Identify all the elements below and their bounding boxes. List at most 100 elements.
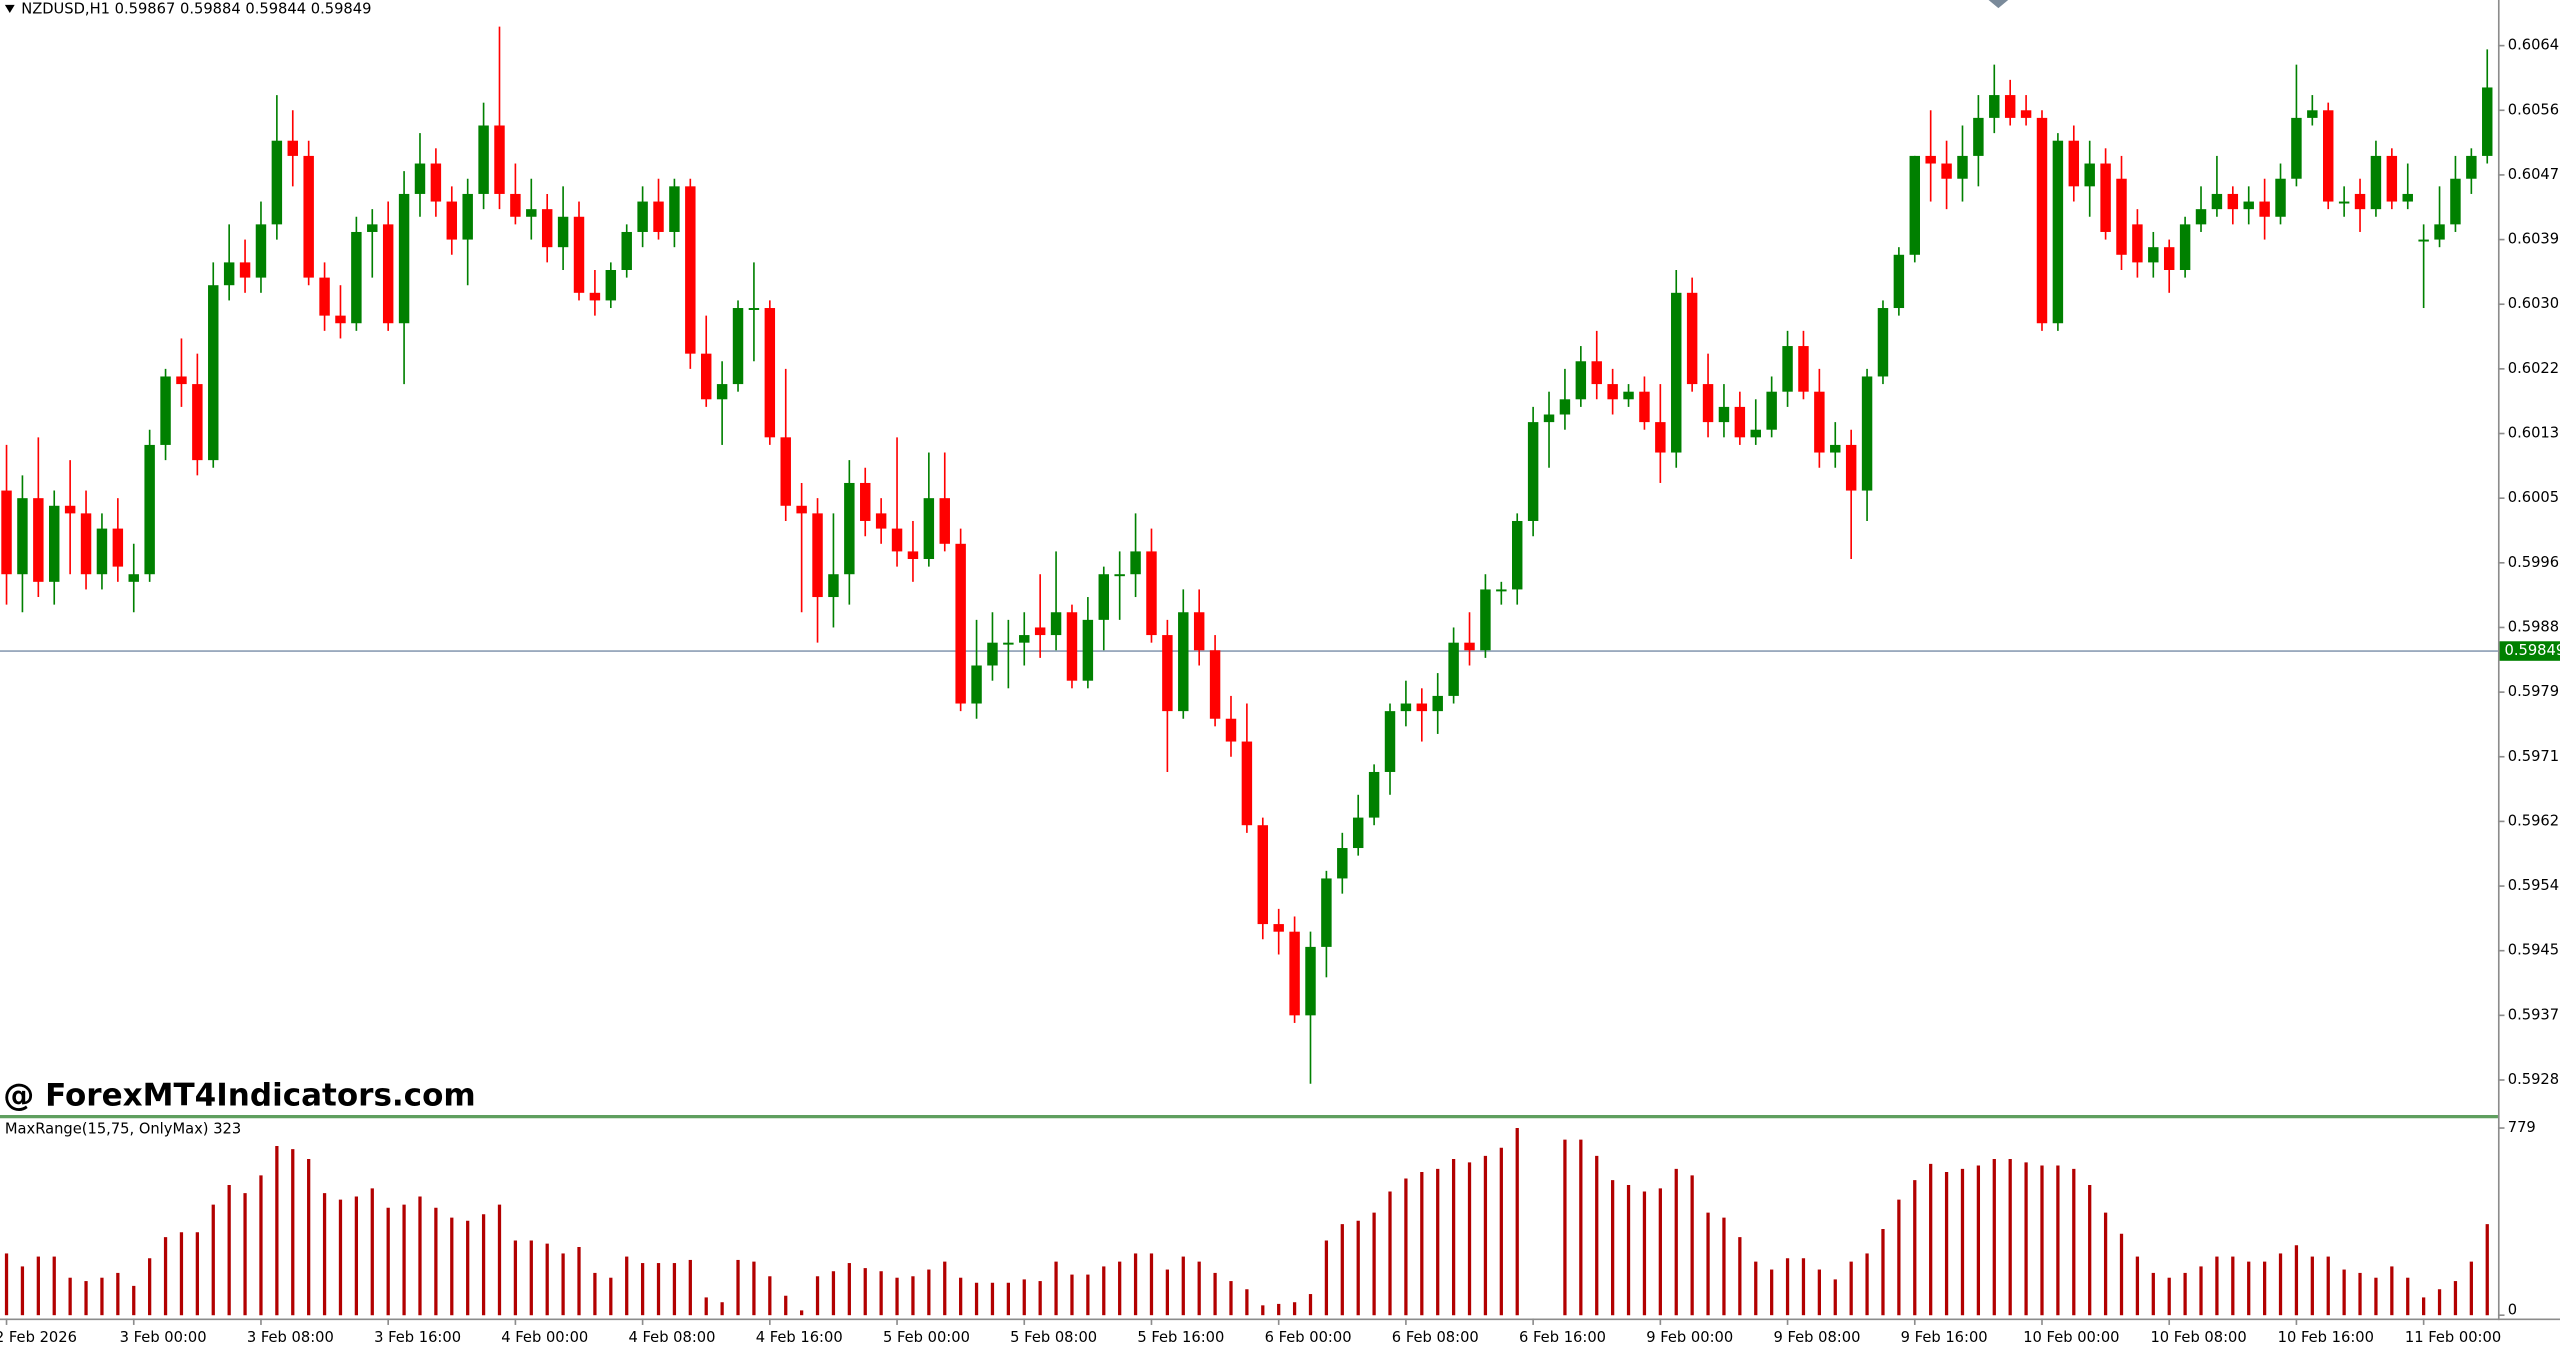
- candle-body: [1957, 155, 1968, 179]
- y-tick-label: 0.59455: [2508, 942, 2560, 959]
- candle-body: [796, 505, 807, 514]
- x-tick-label: 9 Feb 00:00: [1646, 1329, 1733, 1346]
- candle-body: [685, 186, 696, 354]
- candle-body: [923, 498, 935, 560]
- candle-body: [1321, 878, 1332, 947]
- y-tick-label: 0: [2508, 1301, 2517, 1318]
- x-tick-label: 4 Feb 08:00: [629, 1329, 716, 1346]
- x-tick-label: 3 Feb 00:00: [120, 1329, 207, 1346]
- x-tick-label: 6 Feb 00:00: [1265, 1329, 1352, 1346]
- candle-body: [1750, 429, 1761, 438]
- candle-body: [2163, 247, 2175, 270]
- candle-body: [176, 376, 187, 385]
- candle-body: [1909, 155, 1920, 255]
- candle-body: [2307, 110, 2318, 118]
- candle-body: [1798, 346, 1809, 392]
- candle-body: [33, 498, 44, 582]
- candle-body: [494, 125, 505, 194]
- indicator-title: MaxRange(15,75, OnlyMax) 323: [5, 1121, 241, 1138]
- candle-body: [1575, 361, 1587, 400]
- candle-body: [1925, 155, 1936, 164]
- candle-body: [700, 353, 712, 400]
- candle-body: [2243, 201, 2254, 210]
- candle-body: [1686, 292, 1698, 385]
- candle-body: [2259, 201, 2270, 217]
- candle-body: [462, 193, 473, 240]
- candle-body: [430, 163, 442, 202]
- candle-body: [478, 125, 489, 194]
- watermark: @ ForexMT4Indicators.com: [3, 1078, 475, 1114]
- candle-body: [1, 490, 12, 575]
- candle-body: [1830, 444, 1841, 453]
- candle-body: [287, 140, 298, 156]
- candle-body: [1877, 308, 1889, 377]
- candle-body: [2291, 117, 2302, 179]
- candle-body: [335, 315, 346, 324]
- candle-body: [2402, 193, 2413, 202]
- candle-body: [1400, 703, 1412, 712]
- candle-body: [2068, 140, 2080, 187]
- candle-body: [955, 543, 966, 704]
- current-price-box: [2499, 641, 2560, 661]
- candle-body: [1671, 292, 1682, 453]
- candle-body: [1861, 376, 1873, 491]
- x-tick-label: 5 Feb 16:00: [1137, 1329, 1224, 1346]
- candle-body: [446, 201, 458, 240]
- candle-body: [1225, 718, 1237, 742]
- scroll-marker: [1988, 0, 2009, 9]
- candle-body: [1766, 391, 1777, 430]
- candle-body: [1782, 346, 1793, 392]
- candle-body: [621, 231, 632, 270]
- candle-body: [1543, 414, 1555, 423]
- candle-body: [541, 209, 553, 248]
- candle-body: [1019, 635, 1030, 643]
- candle-body: [2211, 193, 2223, 210]
- candle-body: [1941, 163, 1952, 179]
- candle-body: [255, 224, 267, 278]
- candle-body: [382, 224, 394, 324]
- candle-body: [223, 262, 235, 286]
- candle-body: [2132, 224, 2143, 263]
- candle-body: [2004, 95, 2016, 118]
- candle-body: [1448, 642, 1459, 696]
- candle-body: [128, 574, 139, 582]
- candle-body: [64, 505, 76, 514]
- candle-body: [1496, 589, 1507, 592]
- x-tick-label: 6 Feb 16:00: [1519, 1329, 1606, 1346]
- candle-body: [748, 308, 760, 310]
- candle-body: [1607, 384, 1618, 400]
- x-tick-label: 11 Feb 00:00: [2405, 1329, 2501, 1346]
- candle-body: [1718, 406, 1730, 423]
- candle-body: [526, 209, 537, 217]
- candle-body: [987, 642, 998, 666]
- candle-body: [2195, 209, 2207, 225]
- x-tick-label: 5 Feb 00:00: [883, 1329, 970, 1346]
- y-tick-label: 0.60645: [2508, 37, 2560, 54]
- candle-body: [1973, 117, 1984, 156]
- candle-body: [1098, 574, 1109, 620]
- candle-body: [49, 505, 60, 582]
- candle-body: [669, 186, 680, 232]
- candle-body: [2386, 155, 2398, 202]
- candle-body: [398, 193, 410, 324]
- candle-body: [2450, 178, 2461, 225]
- candle-body: [1655, 422, 1666, 453]
- candle-body: [1432, 695, 1443, 712]
- candle-body: [716, 384, 728, 400]
- candle-body: [891, 528, 903, 552]
- candle-body: [1289, 931, 1300, 1016]
- candle-body: [239, 262, 251, 278]
- candle-body: [1814, 391, 1825, 453]
- y-tick-label: 0.59625: [2508, 812, 2560, 829]
- candle-body: [2466, 155, 2477, 179]
- candle-body: [1464, 642, 1475, 651]
- candle-body: [1512, 520, 1523, 590]
- candle-body: [2323, 110, 2334, 202]
- current-price-label: 0.59849: [2504, 642, 2560, 659]
- candle-body: [2100, 163, 2111, 232]
